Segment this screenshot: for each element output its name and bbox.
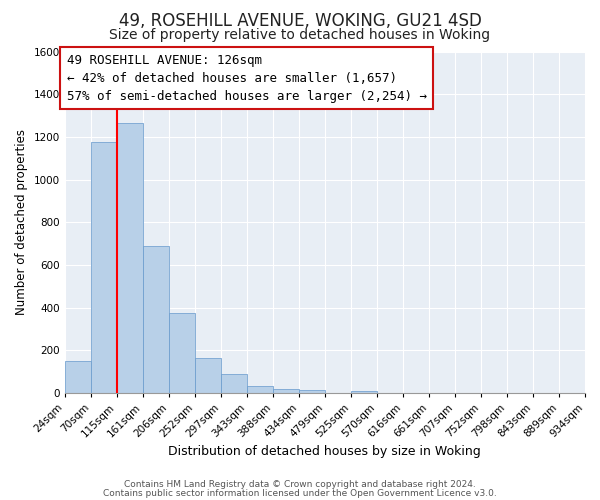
Text: Contains public sector information licensed under the Open Government Licence v3: Contains public sector information licen… (103, 488, 497, 498)
Bar (169, 313, 195, 393)
Text: 49 ROSEHILL AVENUE: 126sqm
← 42% of detached houses are smaller (1,657)
57% of s: 49 ROSEHILL AVENUE: 126sqm ← 42% of deta… (67, 54, 427, 102)
Bar (299, 390, 325, 393)
Bar (247, 386, 273, 393)
Text: Size of property relative to detached houses in Woking: Size of property relative to detached ho… (109, 28, 491, 42)
Text: 49, ROSEHILL AVENUE, WOKING, GU21 4SD: 49, ROSEHILL AVENUE, WOKING, GU21 4SD (119, 12, 481, 30)
Bar (91, 142, 117, 393)
Bar (65, 361, 91, 393)
Bar (351, 391, 377, 393)
Text: Contains HM Land Registry data © Crown copyright and database right 2024.: Contains HM Land Registry data © Crown c… (124, 480, 476, 489)
X-axis label: Distribution of detached houses by size in Woking: Distribution of detached houses by size … (169, 444, 481, 458)
Bar (143, 246, 169, 393)
Bar (221, 374, 247, 393)
Bar (195, 358, 221, 393)
Bar (117, 123, 143, 393)
Bar (273, 389, 299, 393)
Y-axis label: Number of detached properties: Number of detached properties (15, 130, 28, 316)
